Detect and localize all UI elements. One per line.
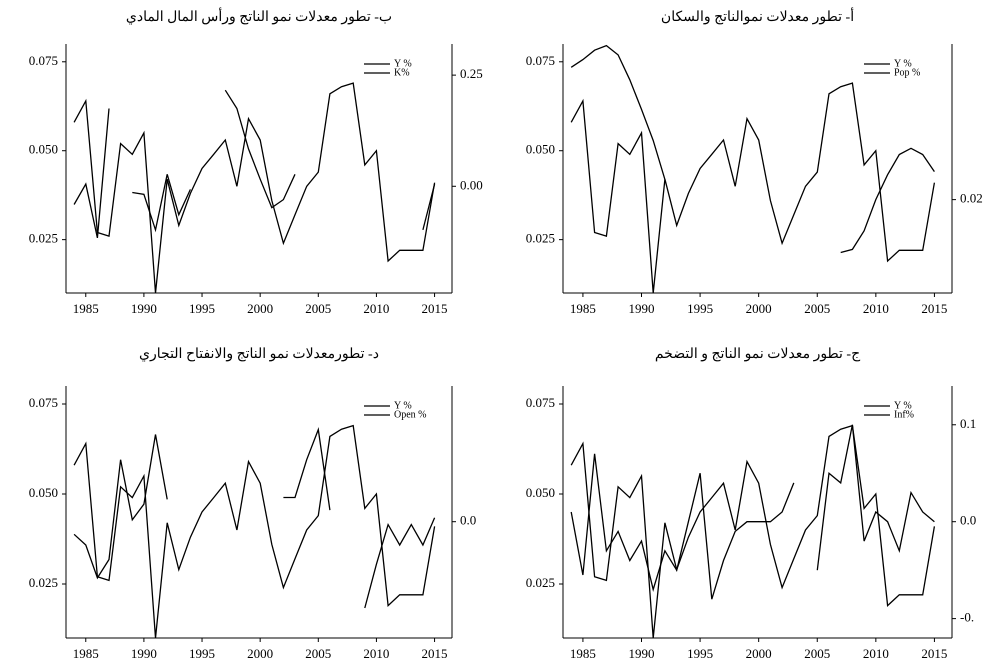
- y2-tick-label: -0.: [960, 610, 974, 625]
- series-line: [73, 82, 436, 294]
- chart-title: ج- تطور معدلات نمو الناتج و التضخم: [655, 347, 861, 362]
- legend-label: Inf%: [894, 409, 914, 420]
- y2-tick-label: 0.0: [460, 513, 476, 528]
- y-tick-label: 0.025: [526, 575, 555, 590]
- series-line: [224, 89, 296, 209]
- x-tick-label: 1985: [73, 301, 99, 316]
- y-tick-label: 0.050: [29, 485, 58, 500]
- series-line: [73, 434, 168, 580]
- series-line: [132, 174, 191, 233]
- y-tick-label: 0.050: [526, 485, 555, 500]
- x-tick-label: 2010: [363, 301, 389, 316]
- x-tick-label: 2005: [804, 646, 830, 661]
- x-tick-label: 1995: [687, 301, 713, 316]
- x-tick-label: 2010: [363, 646, 389, 661]
- series-line: [364, 517, 436, 609]
- x-tick-label: 1985: [570, 301, 596, 316]
- legend-label: Open %: [394, 409, 427, 420]
- x-tick-label: 1990: [629, 301, 655, 316]
- x-tick-label: 1990: [131, 646, 157, 661]
- series-line: [73, 424, 436, 639]
- x-tick-label: 2015: [921, 301, 947, 316]
- y2-tick-label: 0.25: [460, 66, 483, 81]
- legend-label: Y %: [894, 58, 912, 69]
- x-tick-label: 1990: [131, 301, 157, 316]
- series-line: [570, 44, 666, 180]
- x-tick-label: 2010: [863, 646, 889, 661]
- x-tick-label: 2005: [305, 646, 331, 661]
- x-tick-label: 2005: [305, 301, 331, 316]
- x-tick-label: 1985: [73, 646, 99, 661]
- y2-tick-label: 0.00: [460, 177, 483, 192]
- x-tick-label: 2000: [247, 301, 273, 316]
- legend-label: Y %: [394, 58, 412, 69]
- x-tick-label: 2010: [863, 301, 889, 316]
- x-tick-label: 1995: [189, 646, 215, 661]
- y-tick-label: 0.075: [29, 395, 58, 410]
- x-tick-label: 1995: [687, 646, 713, 661]
- x-tick-label: 1995: [189, 301, 215, 316]
- y-tick-label: 0.075: [526, 53, 555, 68]
- legend-label: K%: [394, 67, 410, 78]
- chart-title: أ- تطور معدلات نموالناتج والسكان: [661, 6, 854, 25]
- legend-label: Pop %: [894, 67, 920, 78]
- chart-title: ب- تطور معدلات نمو الناتج ورأس المال الم…: [126, 6, 392, 25]
- series-line: [570, 453, 795, 600]
- x-tick-label: 2015: [422, 301, 448, 316]
- chart-title: د- تطورمعدلات نمو الناتج والانفتاح التجا…: [139, 347, 379, 362]
- x-tick-label: 2000: [746, 646, 772, 661]
- x-tick-label: 2000: [746, 301, 772, 316]
- series-line: [73, 108, 110, 239]
- y-tick-label: 0.025: [29, 231, 58, 246]
- series-line: [422, 183, 436, 231]
- x-tick-label: 2015: [921, 646, 947, 661]
- y2-tick-label: 0.1: [960, 416, 976, 431]
- y2-tick-label: 0.02: [960, 191, 983, 206]
- legend-label: Y %: [894, 400, 912, 411]
- series-line: [840, 147, 935, 254]
- series-line: [570, 82, 936, 294]
- x-tick-label: 2005: [804, 301, 830, 316]
- series-line: [283, 427, 331, 511]
- y2-tick-label: 0.0: [960, 513, 976, 528]
- y-tick-label: 0.025: [29, 575, 58, 590]
- legend-label: Y %: [394, 400, 412, 411]
- y-tick-label: 0.025: [526, 231, 555, 246]
- y-tick-label: 0.075: [526, 395, 555, 410]
- x-tick-label: 2000: [247, 646, 273, 661]
- y-tick-label: 0.075: [29, 53, 58, 68]
- x-tick-label: 1985: [570, 646, 596, 661]
- series-line: [816, 424, 935, 571]
- y-tick-label: 0.050: [29, 142, 58, 157]
- x-tick-label: 1990: [629, 646, 655, 661]
- y-tick-label: 0.050: [526, 142, 555, 157]
- x-tick-label: 2015: [422, 646, 448, 661]
- series-line: [570, 424, 936, 639]
